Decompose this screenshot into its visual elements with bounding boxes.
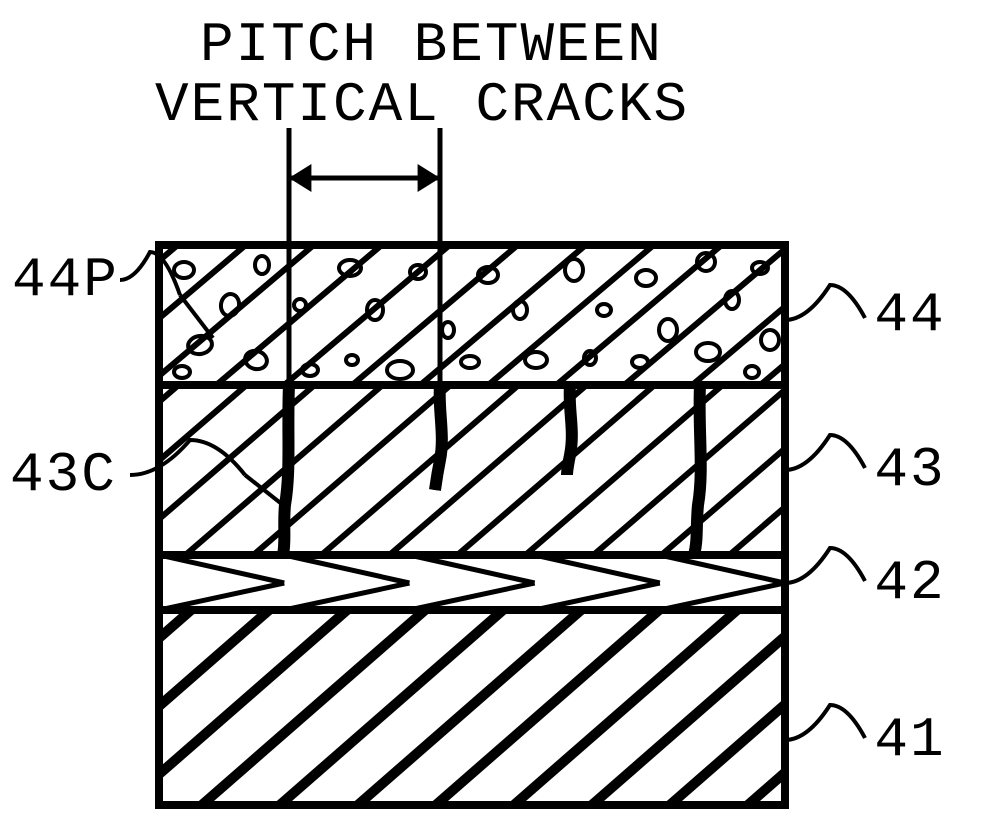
- arrowhead-left-icon: [289, 164, 311, 192]
- layer42-chevrons: [34, 555, 989, 610]
- label-42: 42: [874, 551, 945, 615]
- label-44P: 44P: [12, 248, 119, 312]
- leader-line: [130, 440, 245, 475]
- label-41: 41: [874, 708, 945, 772]
- hatch-group: [0, 205, 989, 425]
- leader-line: [785, 285, 865, 320]
- label-43C: 43C: [10, 443, 117, 507]
- leader-line: [785, 548, 865, 583]
- label-44: 44: [874, 283, 945, 347]
- label-43: 43: [874, 438, 945, 502]
- leader-line: [785, 705, 865, 740]
- arrowhead-right-icon: [418, 164, 440, 192]
- title-line-2: VERTICAL CRACKS: [155, 73, 689, 137]
- title-line-1: PITCH BETWEEN: [200, 13, 663, 77]
- diagram-stage: PITCH BETWEENVERTICAL CRACKS 44 43 42 41 44P 4…: [0, 0, 989, 838]
- leader-line: [120, 252, 180, 295]
- leader-line: [785, 435, 865, 470]
- leader-into-pore: [180, 295, 213, 338]
